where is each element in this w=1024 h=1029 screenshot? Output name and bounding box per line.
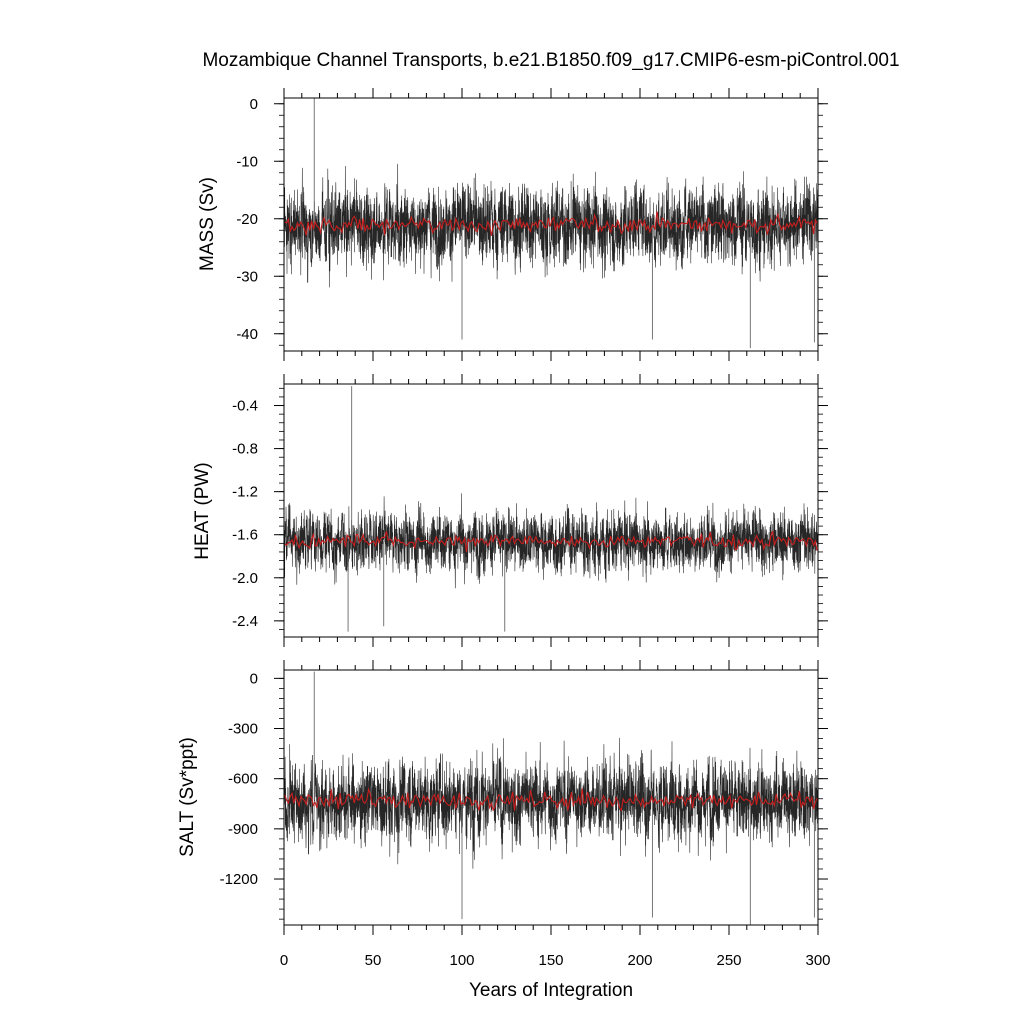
heat-annual-mean-series — [284, 530, 818, 553]
mass-ytick-label-0: 0 — [250, 96, 258, 113]
heat-ytick-label-2: -1.2 — [232, 484, 258, 501]
salt-monthly-series — [283, 737, 819, 869]
heat-plot-frame — [283, 383, 819, 638]
mass-ytick-label-1: -10 — [236, 153, 258, 170]
mass-panel: MASS (Sv) 0 -10 -20 -30 -40 — [197, 88, 828, 361]
mass-monthly-series — [283, 163, 819, 288]
salt-ytick-label-3: -900 — [228, 821, 258, 838]
xtick-label-4: 200 — [627, 952, 652, 969]
heat-ytick-label-1: -0.8 — [232, 441, 258, 458]
salt-panel: SALT (Sv*ppt) Years of Integration 0 -300… — [177, 660, 831, 1001]
salt-ytick-label-2: -600 — [228, 771, 258, 788]
mass-ytick-label-3: -30 — [236, 268, 258, 285]
xtick-label-0: 0 — [280, 952, 288, 969]
heat-panel: HEAT (PW) -0.4 -0.8 -1.2 -1.6 -2.0 -2.4 — [192, 374, 828, 647]
xtick-label-5: 250 — [716, 952, 741, 969]
salt-ytick-label-4: -1200 — [220, 871, 258, 888]
heat-y-axis-label: HEAT (PW) — [192, 462, 213, 559]
heat-ytick-label-5: -2.4 — [232, 613, 258, 630]
xtick-label-1: 50 — [365, 952, 382, 969]
salt-annual-mean-series — [284, 787, 818, 812]
heat-ytick-label-0: -0.4 — [232, 398, 258, 415]
heat-monthly-series — [283, 493, 819, 589]
heat-ytick-label-4: -2.0 — [232, 570, 258, 587]
mass-y-axis-label: MASS (Sv) — [197, 177, 218, 271]
salt-ytick-label-1: -300 — [228, 721, 258, 738]
salt-ytick-label-0: 0 — [250, 670, 258, 687]
mass-annual-mean-series — [284, 211, 818, 236]
xtick-label-2: 100 — [449, 952, 474, 969]
mass-ytick-label-4: -40 — [236, 326, 258, 343]
chart-title: Mozambique Channel Transports, b.e21.B18… — [202, 50, 899, 71]
xtick-label-6: 300 — [805, 952, 830, 969]
xtick-label-3: 150 — [538, 952, 563, 969]
x-axis-label: Years of Integration — [469, 980, 633, 1001]
salt-y-axis-label: SALT (Sv*ppt) — [177, 737, 198, 857]
heat-ytick-label-3: -1.6 — [232, 527, 258, 544]
mass-ytick-label-2: -20 — [236, 211, 258, 228]
